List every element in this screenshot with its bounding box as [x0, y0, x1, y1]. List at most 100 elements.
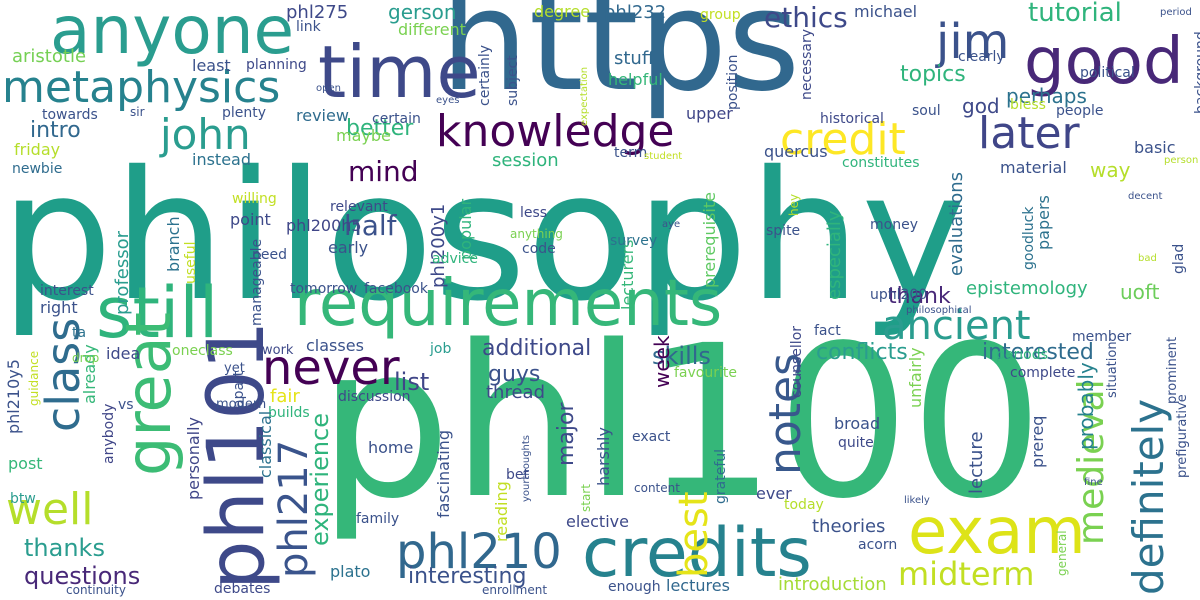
word-group: group: [700, 7, 741, 23]
word-ta: ta: [72, 325, 87, 341]
word-anyone: anyone: [50, 0, 295, 69]
word-oneclass: oneclass: [172, 343, 233, 359]
word-exact: exact: [632, 429, 671, 445]
word-early: early: [328, 238, 369, 257]
word-open: open: [316, 83, 341, 94]
word-branch: branch: [164, 216, 183, 272]
word-skills: skills: [652, 342, 711, 370]
word-certainly: certainly: [477, 44, 493, 106]
word-probably: probably: [1074, 362, 1098, 450]
word-periods: periods: [996, 347, 1048, 363]
word-facebook: facebook: [364, 281, 428, 297]
word-later: later: [978, 108, 1080, 159]
word-phl275: phl275: [286, 2, 349, 23]
word-vs: vs: [118, 397, 134, 413]
word-phl200y1: phl200y1: [428, 203, 449, 288]
word-necessary: necessary: [799, 28, 815, 100]
word-soul: soul: [912, 103, 941, 119]
word-classes: classes: [306, 336, 364, 355]
word-especially: especially: [824, 210, 845, 300]
word-glad: glad: [1171, 243, 1187, 274]
word-bet: bet: [506, 467, 529, 483]
word-guidance: guidance: [27, 350, 41, 406]
word-anybody: anybody: [101, 403, 117, 464]
word-situation: situation: [1105, 341, 1120, 398]
word-phl210: phl210: [396, 524, 562, 580]
word-person: person: [1164, 155, 1199, 166]
word-philosophical: philosophical: [906, 305, 972, 316]
word-historical: historical: [820, 111, 884, 127]
word-constitutes: constitutes: [842, 155, 920, 171]
word-lecturers: lecturers: [618, 239, 637, 310]
word-professor: professor: [112, 230, 133, 315]
word-position: position: [725, 54, 741, 110]
word-conflicts: conflicts: [816, 340, 908, 365]
word-degree: degree: [534, 2, 591, 21]
word-helpful: helpful: [608, 70, 663, 89]
word-ethics: ethics: [764, 1, 848, 34]
word-god: god: [962, 94, 1000, 118]
word-thanks: thanks: [24, 534, 105, 562]
word-builds: builds: [268, 405, 310, 421]
word-today: today: [784, 497, 824, 513]
word-interesting: interesting: [408, 564, 527, 589]
word-certain: certain: [372, 111, 421, 127]
word-counsellor: counsellor: [789, 325, 805, 398]
word-student: student: [644, 151, 683, 162]
word-maybe: maybe: [336, 126, 391, 145]
word-fact: fact: [814, 323, 841, 339]
word-fair: fair: [270, 386, 300, 407]
word-questions: questions: [24, 562, 141, 590]
word-week: week: [650, 335, 674, 388]
word-aristotle: aristotle: [12, 46, 87, 67]
word-start: start: [579, 484, 593, 512]
word-phl210y5: phl210y5: [4, 359, 23, 434]
word-enrollment: enrollment: [482, 583, 548, 597]
word-credits: credits: [582, 514, 812, 593]
word-theories: theories: [812, 516, 886, 537]
word-yourthoughts: yourthoughts: [521, 434, 532, 502]
word-prereq: prereq: [1028, 415, 1047, 468]
word-point: point: [230, 210, 271, 229]
word-intro: intro: [30, 118, 81, 143]
word-idea: idea: [106, 344, 141, 363]
word-aye: aye: [662, 219, 681, 230]
word-phl100: phl100: [318, 300, 1044, 545]
word-continuity: continuity: [66, 583, 126, 597]
word-gerson: gerson: [388, 0, 457, 24]
word-work: work: [262, 343, 294, 358]
word-quite: quite: [838, 435, 874, 451]
word-john: john: [160, 110, 251, 159]
word-phl200h5: phl200h5: [286, 216, 362, 235]
word-plato: plato: [330, 562, 371, 581]
word-content: content: [634, 481, 680, 495]
word-willing: willing: [232, 191, 277, 207]
word-people: people: [1056, 103, 1104, 119]
word-newbie: newbie: [12, 161, 63, 177]
word-member: member: [1072, 329, 1132, 345]
word-credit: credit: [780, 114, 906, 165]
word-uoft: uoft: [1120, 280, 1160, 304]
word-fine: fine: [1084, 477, 1103, 488]
word-prefigurative: prefigurative: [1175, 394, 1190, 478]
word-way: way: [1090, 158, 1131, 182]
word-drop: drop: [72, 351, 100, 365]
word-still: still: [96, 272, 219, 354]
word-advice: advice: [432, 251, 478, 267]
word-broad: broad: [834, 414, 881, 433]
word-towards: towards: [42, 107, 98, 123]
word-eyes: eyes: [436, 95, 460, 106]
word-link: link: [296, 19, 321, 35]
word-less: less: [520, 205, 548, 221]
word-midterm: midterm: [898, 555, 1035, 593]
word-term: term: [614, 145, 648, 161]
word-classical: classical: [256, 410, 275, 478]
word-enough: enough: [608, 579, 661, 595]
word-https: https: [440, 0, 801, 123]
word-half: half: [344, 209, 397, 242]
word-personally: personally: [184, 416, 203, 500]
word-code: code: [522, 241, 556, 257]
word-topics: topics: [900, 62, 966, 87]
word-major: major: [554, 402, 579, 466]
word-job: job: [430, 341, 452, 357]
